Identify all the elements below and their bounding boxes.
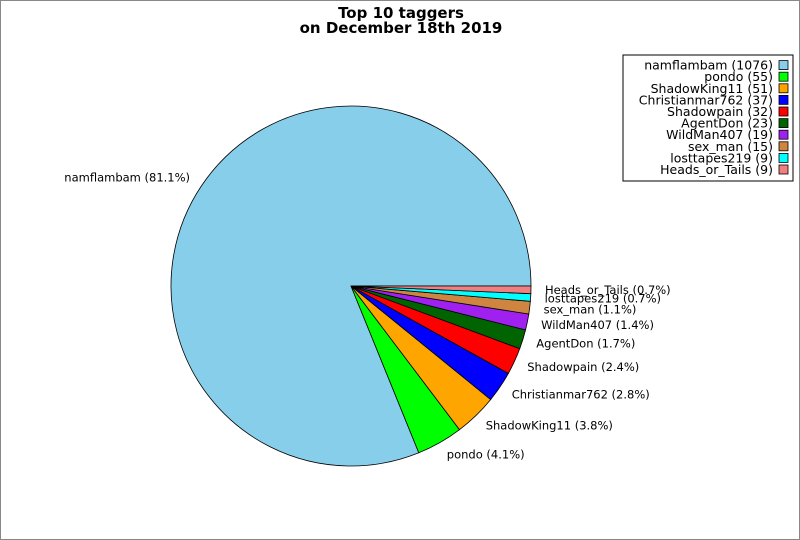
legend-label-wildman407: WildMan407 (19)	[666, 127, 773, 142]
legend-swatch-namflambam	[778, 60, 789, 70]
pie-slice-heads-or-tails	[350, 285, 532, 295]
chart-title: Top 10 taggers	[338, 4, 464, 22]
slice-labels: namflambam (81.1%) pondo (4.1%) ShadowKing…	[64, 171, 670, 462]
chart-subtitle: on December 18th 2019	[300, 19, 503, 37]
legend-box	[622, 54, 794, 182]
slice-label-wildman407: WildMan407 (1.4%)	[541, 318, 654, 332]
slice-label-heads-or-tails: Heads_or_Tails (0.7%)	[545, 283, 671, 297]
slice-label-shadowking11: ShadowKing11 (3.8%)	[486, 419, 613, 433]
legend-swatch-agentdon	[778, 118, 789, 128]
slice-label-pondo: pondo (4.1%)	[447, 448, 525, 462]
slice-label-losttapes219: losttapes219 (0.7%)	[545, 291, 661, 305]
pie-slices	[170, 105, 532, 467]
legend-label-sex-man: sex_man (15)	[688, 139, 773, 154]
legend-label-namflambam: namflambam (1076)	[644, 58, 773, 73]
legend-label-heads-or-tails: Heads_or_Tails (9)	[660, 162, 773, 177]
legend: namflambam (1076)pondo (55)ShadowKing11 …	[622, 54, 794, 182]
legend-label-pondo: pondo (55)	[704, 69, 773, 84]
legend-swatch-christianmar762	[778, 95, 789, 105]
slice-label-shadowpain: Shadowpain (2.4%)	[527, 360, 639, 374]
slice-label-namflambam: namflambam (81.1%)	[64, 171, 190, 185]
legend-label-agentdon: AgentDon (23)	[681, 116, 773, 131]
slice-label-sex-man: sex_man (1.1%)	[544, 302, 637, 316]
legend-swatch-shadowpain	[778, 106, 789, 117]
legend-swatch-wildman407	[778, 129, 789, 140]
legend-label-shadowpain: Shadowpain (32)	[667, 104, 773, 119]
legend-label-christianmar762: Christianmar762 (37)	[639, 92, 773, 107]
slice-label-agentdon: AgentDon (1.7%)	[536, 336, 635, 350]
legend-swatch-heads-or-tails	[778, 164, 789, 175]
legend-swatch-pondo	[778, 71, 789, 82]
slice-label-christianmar762: Christianmar762 (2.8%)	[512, 388, 650, 402]
legend-swatch-shadowking11	[778, 83, 789, 94]
legend-swatch-sex-man	[778, 141, 789, 152]
legend-label-losttapes219: losttapes219 (9)	[670, 150, 773, 165]
legend-swatch-losttapes219	[778, 152, 789, 163]
legend-label-shadowking11: ShadowKing11 (51)	[651, 81, 773, 96]
